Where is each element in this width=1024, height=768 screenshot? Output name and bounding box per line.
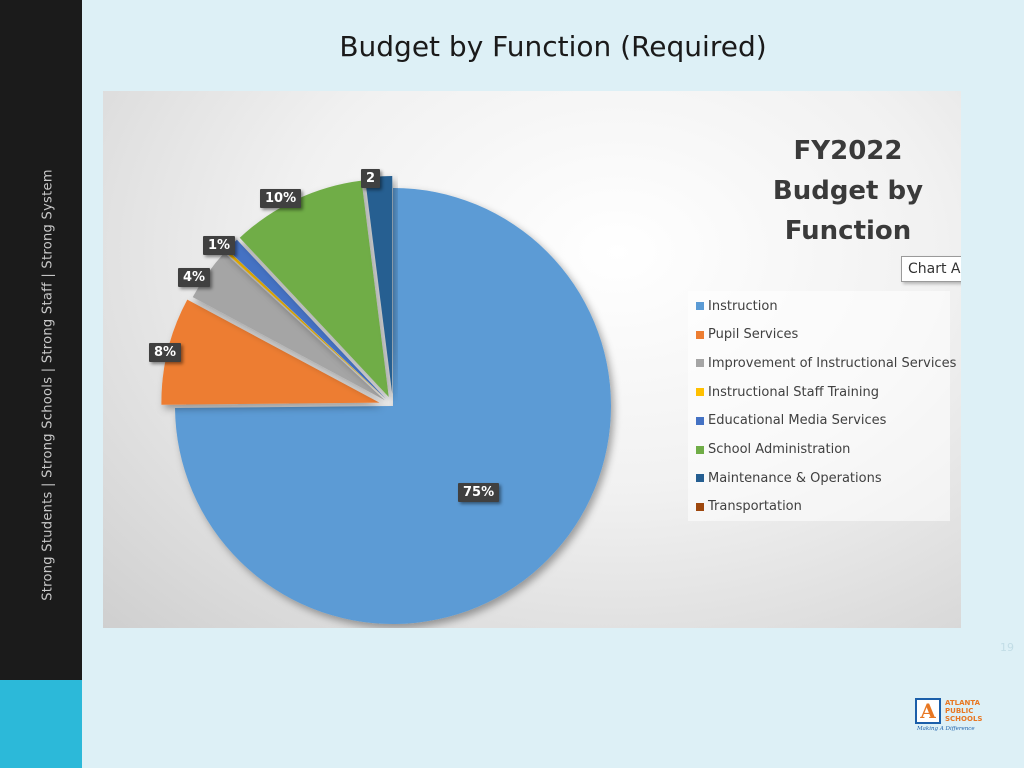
sidebar-tagline: Strong Students | Strong Schools | Stron… [40,169,56,601]
legend-swatch [696,474,704,483]
legend-label: School Administration [708,442,851,457]
legend-item-instruction[interactable]: Instruction [696,297,778,315]
data-label-school-administration: 10% [260,189,302,208]
slide-title: Budget by Function (Required) [339,30,767,63]
chart-legend[interactable]: Instruction Pupil Services Improvement of … [688,291,956,521]
pie-slice-instruction[interactable] [175,188,611,624]
logo-tagline: Making A Difference [917,726,975,732]
pie-slice-educational-media-services[interactable] [227,239,386,399]
legend-item-pupil-services[interactable]: Pupil Services [696,326,798,344]
pie-slice-school-administration[interactable] [239,180,389,397]
legend-label: Pupil Services [708,327,799,343]
logo-name: ATLANTA PUBLIC SCHOOLS [945,699,991,723]
pie-slice-maintenance-operations[interactable] [364,176,393,395]
legend-label: Improvement of Instructional Services [708,355,957,371]
legend-item-maintenance-operations[interactable]: Maintenance & Operations [696,469,882,487]
page-number: 19 [1000,641,1014,654]
legend-item-improvement-of-instructional-services[interactable]: Improvement of Instructional Services [696,354,956,372]
aps-logo: A ATLANTA PUBLIC SCHOOLS Making A Differ… [915,698,990,734]
legend-label: Instructional Staff Training [708,384,879,400]
legend-swatch [696,359,704,368]
pie-slice-improvement-of-instructional-services[interactable] [192,252,385,401]
logo-name-line3: SCHOOLS [945,715,983,723]
data-label-instruction: 75% [458,483,500,502]
sidebar: Strong Students | Strong Schools | Stron… [0,0,82,680]
data-label-improvement-of-instructional-services: 4% [178,268,211,287]
chart-title-line2: Budget by Function [772,176,924,246]
chart-title: FY2022 Budget by Function [713,131,961,251]
pie-chart [161,176,611,624]
pie-slice-instructional-staff-training[interactable] [225,249,386,400]
legend-swatch [696,302,704,310]
legend-label: Transportation [708,499,802,515]
logo-mark: A [915,698,941,724]
logo-name-line1: ATLANTA [945,699,981,707]
chart-area-tooltip: Chart Ar [901,256,961,282]
chart-title-line1: FY2022 [793,136,903,166]
legend-item-educational-media-services[interactable]: Educational Media Services [696,412,886,430]
legend-swatch [696,445,704,454]
legend-label: Educational Media Services [708,413,887,429]
legend-label: Maintenance & Operations [708,470,882,486]
pie-slice-pupil-services[interactable] [161,299,380,405]
sidebar-accent [0,680,82,768]
legend-swatch [696,502,704,511]
legend-item-instructional-staff-training[interactable]: Instructional Staff Training [696,383,879,401]
chart-area[interactable]: FY2022 Budget by Function Chart Ar Instr… [103,91,961,628]
data-label-pupil-services: 8% [149,343,182,362]
legend-item-transportation[interactable]: Transportation [696,498,802,516]
legend-label: Instruction [708,298,778,314]
legend-item-school-administration[interactable]: School Administration [696,441,850,459]
legend-swatch [696,388,704,397]
data-label-educational-media-services: 1% [203,236,236,255]
legend-swatch [696,416,704,425]
data-label-maintenance-operations: 2 [361,169,381,188]
logo-name-line2: PUBLIC [945,707,974,715]
legend-swatch [696,330,704,339]
